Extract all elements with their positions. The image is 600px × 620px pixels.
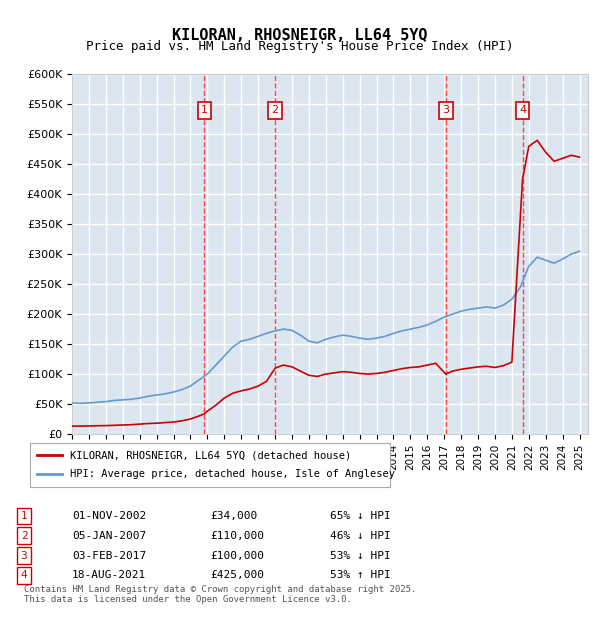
Text: 1: 1: [20, 511, 28, 521]
Text: 05-JAN-2007: 05-JAN-2007: [72, 531, 146, 541]
Text: £100,000: £100,000: [210, 551, 264, 560]
Text: £34,000: £34,000: [210, 511, 257, 521]
Text: HPI: Average price, detached house, Isle of Anglesey: HPI: Average price, detached house, Isle…: [70, 469, 395, 479]
Text: 4: 4: [20, 570, 28, 580]
Text: KILORAN, RHOSNEIGR, LL64 5YQ: KILORAN, RHOSNEIGR, LL64 5YQ: [172, 28, 428, 43]
Text: 2: 2: [20, 531, 28, 541]
Text: 53% ↑ HPI: 53% ↑ HPI: [330, 570, 391, 580]
Text: Contains HM Land Registry data © Crown copyright and database right 2025.
This d: Contains HM Land Registry data © Crown c…: [24, 585, 416, 604]
Text: 4: 4: [519, 105, 526, 115]
Text: KILORAN, RHOSNEIGR, LL64 5YQ (detached house): KILORAN, RHOSNEIGR, LL64 5YQ (detached h…: [70, 451, 351, 461]
Text: 53% ↓ HPI: 53% ↓ HPI: [330, 551, 391, 560]
Text: 46% ↓ HPI: 46% ↓ HPI: [330, 531, 391, 541]
Text: 3: 3: [442, 105, 449, 115]
Text: 3: 3: [20, 551, 28, 560]
Text: 18-AUG-2021: 18-AUG-2021: [72, 570, 146, 580]
Text: £425,000: £425,000: [210, 570, 264, 580]
Text: 01-NOV-2002: 01-NOV-2002: [72, 511, 146, 521]
Text: 2: 2: [272, 105, 279, 115]
Text: 65% ↓ HPI: 65% ↓ HPI: [330, 511, 391, 521]
Text: 03-FEB-2017: 03-FEB-2017: [72, 551, 146, 560]
Text: £110,000: £110,000: [210, 531, 264, 541]
Text: Price paid vs. HM Land Registry's House Price Index (HPI): Price paid vs. HM Land Registry's House …: [86, 40, 514, 53]
Text: 1: 1: [201, 105, 208, 115]
